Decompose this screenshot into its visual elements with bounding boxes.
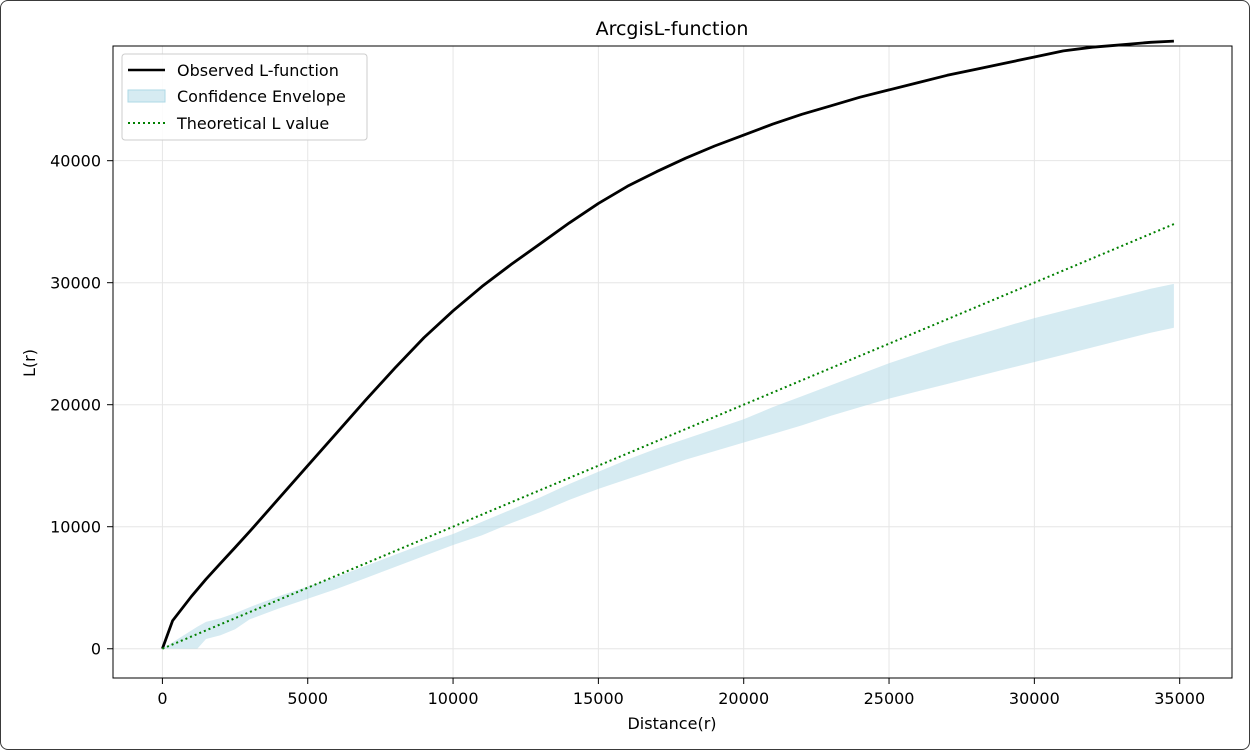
x-axis-ticks: 0 5000 10000 15000 20000 25000 30000 35000 <box>157 678 1205 708</box>
y-tick-label: 20000 <box>50 396 101 415</box>
x-tick-label: 5000 <box>287 689 328 708</box>
x-tick-label: 30000 <box>1009 689 1060 708</box>
y-tick-label: 40000 <box>50 152 101 171</box>
legend: Observed L-function Confidence Envelope … <box>121 53 368 141</box>
y-tick-label: 30000 <box>50 274 101 293</box>
observed-l-function-line <box>161 39 1174 650</box>
series-lines <box>161 39 1175 650</box>
x-tick-label: 10000 <box>428 689 479 708</box>
x-tick-label: 0 <box>157 689 167 708</box>
y-tick-label: 0 <box>91 640 101 659</box>
y-tick-label: 10000 <box>50 518 101 537</box>
legend-label-observed: Observed L-function <box>177 61 339 80</box>
x-tick-label: 20000 <box>718 689 769 708</box>
confidence-envelope-band <box>162 283 1174 649</box>
x-tick-label: 25000 <box>864 689 915 708</box>
y-axis-label: L(r) <box>20 349 39 377</box>
legend-label-envelope: Confidence Envelope <box>177 87 346 106</box>
plot-area-frame <box>112 45 1233 679</box>
y-axis-ticks: 0 10000 20000 30000 40000 <box>50 152 113 659</box>
grid <box>113 46 1232 678</box>
confidence-envelope-area <box>162 283 1174 649</box>
x-axis-label: Distance(r) <box>627 714 716 733</box>
x-tick-label: 15000 <box>573 689 624 708</box>
legend-swatch-envelope <box>127 89 166 103</box>
legend-box <box>121 53 368 141</box>
x-tick-label: 35000 <box>1154 689 1205 708</box>
chart-title: ArcgisL-function <box>596 18 749 40</box>
legend-label-theoretical: Theoretical L value <box>176 114 329 133</box>
